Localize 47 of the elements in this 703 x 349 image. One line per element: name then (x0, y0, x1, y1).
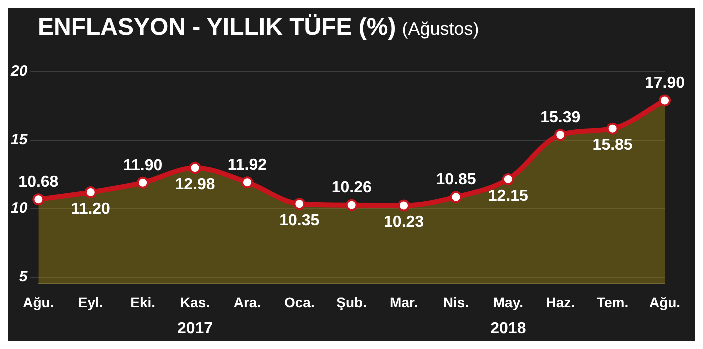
point (137, 176, 150, 189)
x-tick-label: Ağu. (649, 294, 681, 310)
x-tick-label: Ağu. (23, 294, 54, 310)
point (502, 173, 514, 186)
data-label: 11.90 (123, 157, 163, 174)
y-tick-label: 10 (10, 200, 28, 218)
point (189, 162, 202, 174)
x-tick-label: Tem. (596, 294, 629, 310)
data-label: 12.15 (488, 188, 529, 205)
y-tick-label: 15 (10, 132, 28, 149)
point (450, 191, 462, 204)
data-label: 12.98 (175, 176, 216, 194)
data-label: 11.92 (228, 157, 268, 174)
x-tick-label: Haz. (546, 294, 576, 310)
point (346, 199, 358, 212)
x-tick-label: Kas. (180, 294, 210, 310)
data-label: 15.39 (540, 110, 581, 127)
chart-title: ENFLASYON - YILLIK TÜFE (%) (38, 14, 396, 41)
x-tick-label: Nis. (443, 294, 470, 310)
data-label: 10.85 (436, 172, 476, 189)
point (241, 176, 254, 189)
data-label: 15.85 (592, 137, 633, 154)
point (294, 198, 306, 210)
point (659, 94, 671, 107)
data-label: 10.68 (18, 174, 59, 191)
x-tick-label: Şub. (336, 294, 368, 310)
x-tick-label: Mar. (390, 294, 418, 310)
x-tick-label: Eyl. (78, 294, 104, 310)
x-tick-label: May. (493, 294, 524, 310)
data-label: 10.26 (332, 180, 372, 197)
y-tick-label: 5 (19, 268, 28, 286)
x-tick-label: Ara. (234, 294, 262, 310)
chart-subtitle: (Ağustos) (402, 19, 480, 39)
text: 2017 (177, 320, 214, 338)
text: 2018 (490, 320, 526, 338)
y-tick-label: 20 (10, 63, 28, 80)
data-label: 10.35 (280, 212, 320, 230)
data-label: 11.20 (71, 200, 111, 218)
x-tick-label: Oca. (284, 294, 315, 310)
x-tick-label: Eki. (130, 294, 156, 310)
point (84, 186, 97, 198)
data-label: 17.90 (644, 75, 686, 92)
point (554, 129, 567, 142)
point (606, 122, 619, 135)
data-label: 10.23 (384, 214, 424, 232)
point (32, 194, 45, 206)
point (398, 200, 410, 212)
